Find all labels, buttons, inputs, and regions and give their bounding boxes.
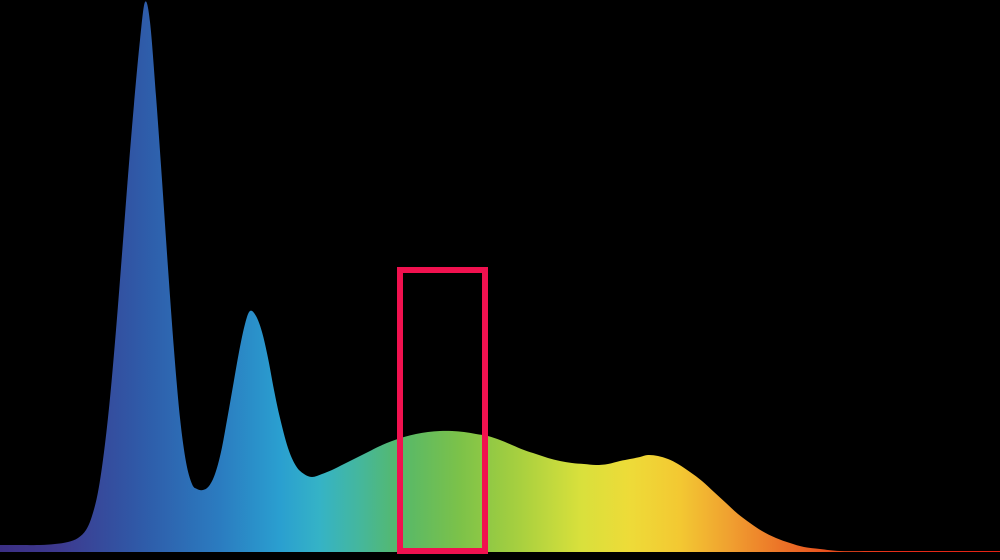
selection-rectangle[interactable] [397, 267, 488, 554]
